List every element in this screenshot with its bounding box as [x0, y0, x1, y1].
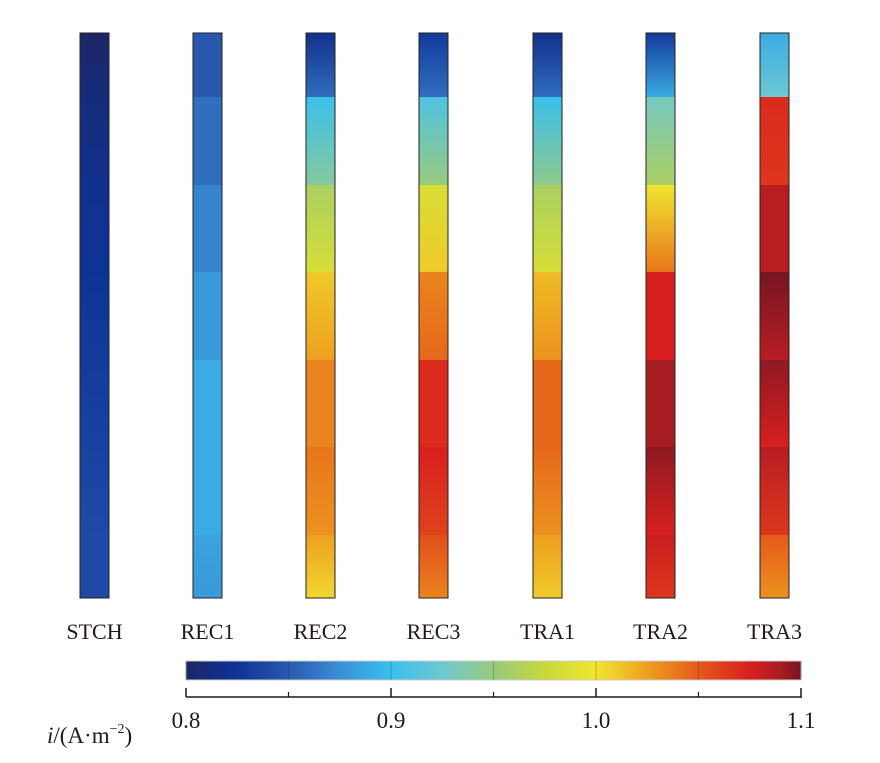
bar-segment	[306, 447, 335, 536]
bar-outline	[79, 32, 110, 599]
bar-segment	[306, 535, 335, 599]
bar-label: TRA3	[747, 619, 802, 644]
bar-segment	[533, 535, 562, 599]
bar-segment	[80, 97, 109, 186]
bar-segment	[646, 185, 675, 273]
bar-outline	[759, 32, 790, 599]
bar-segment	[193, 33, 222, 98]
bar-segment	[419, 360, 448, 448]
bar-outline	[192, 32, 223, 599]
bar-segment	[419, 447, 448, 536]
bar-segment	[193, 97, 222, 186]
bar-outline	[305, 32, 336, 599]
bar-segment	[193, 535, 222, 599]
bar-segment	[646, 447, 675, 536]
bar-segment	[760, 185, 789, 273]
bar-segment	[306, 33, 335, 98]
bar-segment	[306, 185, 335, 273]
bar-segment	[646, 535, 675, 599]
bar-segment	[760, 535, 789, 599]
bar-segment	[193, 272, 222, 361]
bar-segment	[533, 447, 562, 536]
bar-tra3	[759, 32, 790, 599]
bar-outline	[645, 32, 676, 599]
bar-segment	[533, 33, 562, 98]
bar-segment	[419, 185, 448, 273]
bar-rec2	[305, 32, 336, 599]
bar-segment	[646, 360, 675, 448]
bar-segment	[533, 97, 562, 186]
bar-segment	[419, 535, 448, 599]
bar-stch	[79, 32, 110, 599]
bar-segment	[760, 272, 789, 361]
bar-segment	[760, 447, 789, 536]
bar-segment	[419, 97, 448, 186]
bar-segment	[80, 185, 109, 273]
bar-segment	[419, 33, 448, 98]
bar-segment	[80, 447, 109, 536]
bar-segment	[533, 185, 562, 273]
colorbar: 0.8 0.9 1.0 1.1	[172, 660, 816, 733]
bar-segment	[760, 33, 789, 98]
bar-label: TRA1	[520, 619, 575, 644]
bar-segment	[306, 360, 335, 448]
bar-segment	[306, 272, 335, 361]
bar-segment	[646, 272, 675, 361]
bar-tra2	[645, 32, 676, 599]
tick-label: 0.9	[377, 708, 406, 733]
bar-segment	[760, 97, 789, 186]
bar-segment	[533, 272, 562, 361]
bar-label: REC1	[181, 619, 235, 644]
tick-label: 1.1	[787, 708, 816, 733]
bars-group	[79, 32, 790, 599]
bar-segment	[193, 185, 222, 273]
bar-segment	[533, 360, 562, 448]
bar-segment	[80, 272, 109, 361]
tick-label: 1.0	[582, 708, 611, 733]
bar-outline	[532, 32, 563, 599]
bar-segment	[306, 97, 335, 186]
bar-segment	[193, 360, 222, 448]
bar-segment	[80, 360, 109, 448]
bar-rec1	[192, 32, 223, 599]
bar-label: TRA2	[633, 619, 688, 644]
bar-label: REC2	[294, 619, 348, 644]
bar-segment	[80, 535, 109, 599]
bar-rec3	[418, 32, 449, 599]
bar-segment	[646, 97, 675, 186]
bar-segment	[760, 360, 789, 448]
bar-segment	[193, 447, 222, 536]
bar-label: REC3	[407, 619, 461, 644]
colorbar-label: i/(A·m−2)	[47, 722, 132, 748]
bar-outline	[418, 32, 449, 599]
bar-tra1	[532, 32, 563, 599]
bar-segment	[419, 272, 448, 361]
tick-label: 0.8	[172, 708, 201, 733]
bar-segment	[80, 33, 109, 98]
bar-segment	[646, 33, 675, 98]
bar-label: STCH	[66, 619, 122, 644]
bar-labels: STCH REC1 REC2 REC3 TRA1 TRA2 TRA3	[66, 619, 802, 644]
